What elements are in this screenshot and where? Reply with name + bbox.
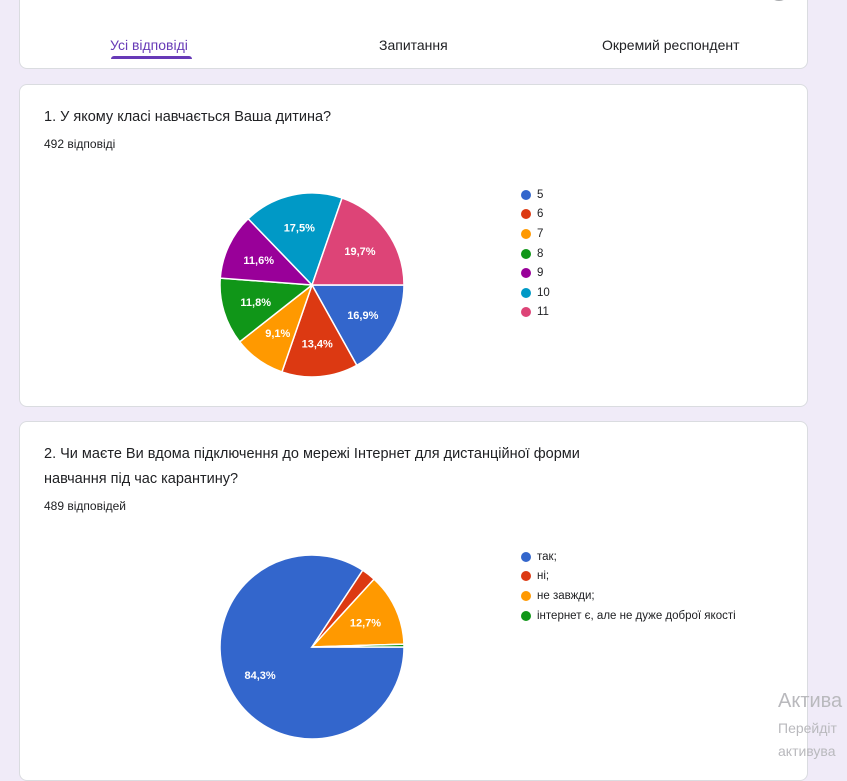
slice-label: 9,1% <box>265 328 290 340</box>
legend-color-dot <box>521 189 531 200</box>
legend-item[interactable]: так; <box>521 547 736 567</box>
slice-label: 16,9% <box>347 310 378 322</box>
tabs-card: Усі відповіді Запитання Окремий респонде… <box>19 0 808 69</box>
question-title: 1. У якому класі навчається Ваша дитина? <box>44 105 704 130</box>
slice-label: 11,8% <box>240 297 271 309</box>
legend-label: інтернет є, але не дуже доброї якості <box>537 609 736 622</box>
question-title-line: навчання під час карантину? <box>44 471 239 487</box>
pie-slice[interactable] <box>311 643 405 648</box>
activation-watermark-text: Перейдіт <box>778 720 837 736</box>
question-title: 2. Чи маєте Ви вдома підключення до мере… <box>44 442 704 492</box>
slice-label: 84,3% <box>244 670 275 682</box>
slice-label: 12,7% <box>350 617 381 629</box>
tab-questions[interactable]: Запитання <box>379 37 448 53</box>
legend-item[interactable]: 7 <box>521 224 550 244</box>
legend-item[interactable]: не завжди; <box>521 586 736 606</box>
legend-color-dot <box>521 590 531 601</box>
legend-color-dot <box>521 571 531 582</box>
legend-label: 7 <box>537 227 544 240</box>
active-tab-indicator <box>111 56 192 59</box>
legend-label: так; <box>537 550 557 563</box>
legend-item[interactable]: 6 <box>521 205 550 225</box>
legend-item[interactable]: 11 <box>521 303 550 323</box>
legend-color-dot <box>521 268 531 279</box>
pie-slice[interactable] <box>310 578 405 648</box>
legend-item[interactable]: інтернет є, але не дуже доброї якості <box>521 606 736 626</box>
slice-label: 13,4% <box>302 339 333 351</box>
legend-label: 10 <box>537 286 550 299</box>
legend-label: не завжди; <box>537 589 595 602</box>
legend-item[interactable]: ні; <box>521 567 736 587</box>
legend-label: 6 <box>537 208 544 221</box>
pie-slice[interactable] <box>280 283 358 378</box>
pie-slice[interactable] <box>219 277 314 343</box>
legend-label: 11 <box>537 306 549 319</box>
legend-color-dot <box>521 287 531 298</box>
pie-slice[interactable] <box>247 192 344 287</box>
response-count: 489 відповідей <box>44 499 126 513</box>
slice-label: 17,5% <box>284 223 315 235</box>
slice-label: 11,6% <box>243 255 274 267</box>
activation-watermark-title: Актива <box>778 690 843 712</box>
pie-chart-internet: 84,3% 12,7% <box>219 554 405 740</box>
pie-slice[interactable] <box>310 197 405 286</box>
legend-item[interactable]: 8 <box>521 244 550 264</box>
pie-slice[interactable] <box>310 284 405 367</box>
question-title-line: 2. Чи маєте Ви вдома підключення до мере… <box>44 446 580 462</box>
legend-label: 8 <box>537 247 544 260</box>
legend-color-dot <box>521 248 531 259</box>
legend-item[interactable]: 9 <box>521 263 550 283</box>
pie-chart-grade: 16,9% 13,4% 9,1% 11,8% 11,6% 17,5% 19,7% <box>219 192 405 378</box>
legend-label: 5 <box>537 188 544 201</box>
legend-color-dot <box>521 307 531 318</box>
legend-color-dot <box>521 209 531 220</box>
response-count: 492 відповіді <box>44 137 116 151</box>
question-card-1: 1. У якому класі навчається Ваша дитина?… <box>19 84 808 407</box>
chart-legend: так; ні; не завжди; інтернет є, але не дуже… <box>521 547 736 625</box>
legend-item[interactable]: 5 <box>521 185 550 205</box>
legend-item[interactable]: 10 <box>521 283 550 303</box>
legend-color-dot <box>521 228 531 239</box>
more-options-icon[interactable] <box>768 0 790 1</box>
pie-slice[interactable] <box>219 217 314 286</box>
question-card-2: 2. Чи маєте Ви вдома підключення до мере… <box>19 421 808 781</box>
chart-legend: 5 6 7 8 9 10 11 <box>521 185 550 322</box>
legend-label: ні; <box>537 570 550 583</box>
legend-label: 9 <box>537 267 544 280</box>
tab-individual[interactable]: Окремий респондент <box>602 37 740 53</box>
question-title-line: 1. У якому класі навчається Ваша дитина? <box>44 109 332 125</box>
tab-all-responses[interactable]: Усі відповіді <box>110 37 188 53</box>
legend-color-dot <box>521 551 531 562</box>
activation-watermark-text: активува <box>778 743 836 759</box>
legend-color-dot <box>521 610 531 621</box>
slice-label: 19,7% <box>344 246 375 258</box>
